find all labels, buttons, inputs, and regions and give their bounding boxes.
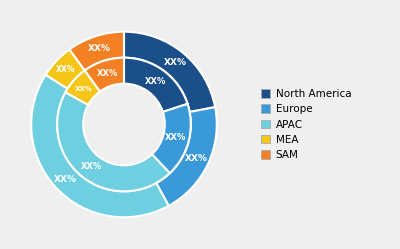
Text: XX%: XX%: [56, 65, 75, 74]
Text: XX%: XX%: [165, 133, 186, 142]
Legend: North America, Europe, APAC, MEA, SAM: North America, Europe, APAC, MEA, SAM: [257, 85, 355, 164]
Text: XX%: XX%: [54, 175, 77, 184]
Wedge shape: [152, 104, 191, 173]
Text: XX%: XX%: [185, 154, 208, 163]
Text: XX%: XX%: [145, 77, 166, 86]
Wedge shape: [70, 32, 124, 70]
Wedge shape: [124, 58, 188, 112]
Wedge shape: [57, 92, 170, 191]
Wedge shape: [85, 58, 124, 91]
Text: XX%: XX%: [164, 58, 187, 67]
Text: XX%: XX%: [81, 162, 102, 171]
Wedge shape: [124, 32, 215, 112]
Wedge shape: [46, 49, 85, 89]
Wedge shape: [66, 70, 100, 105]
Text: XX%: XX%: [97, 69, 118, 78]
Wedge shape: [31, 75, 169, 217]
Wedge shape: [156, 107, 217, 206]
Text: XX%: XX%: [75, 86, 93, 92]
Text: XX%: XX%: [88, 44, 111, 53]
